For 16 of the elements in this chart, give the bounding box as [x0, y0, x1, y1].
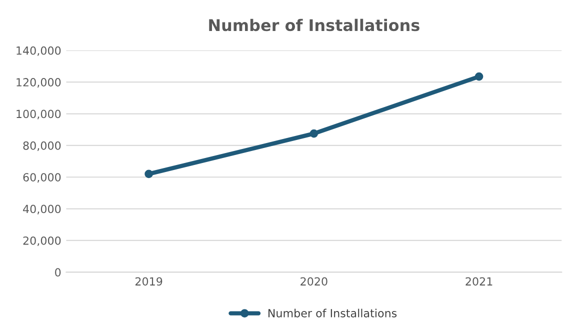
x-tick-label: 2019	[135, 277, 162, 286]
point	[310, 129, 318, 138]
y-tick-label: 80,000	[23, 141, 61, 151]
point	[474, 72, 484, 81]
chart-title: Number of Installations	[209, 18, 420, 32]
y-tick-label: 40,000	[23, 204, 61, 214]
y-tick-label: 20,000	[23, 236, 61, 246]
y-tick-label: 100,000	[16, 110, 61, 120]
y-tick-label: 140,000	[16, 46, 61, 56]
y-tick-label: 60,000	[23, 173, 61, 183]
x-tick-label: 2021	[466, 277, 492, 286]
legend-label: Number of Installations	[268, 308, 397, 318]
y-tick-label: 0	[55, 268, 61, 277]
x-tick-label: 2020	[300, 277, 328, 286]
y-tick-label: 120,000	[16, 78, 61, 88]
point	[144, 170, 153, 178]
